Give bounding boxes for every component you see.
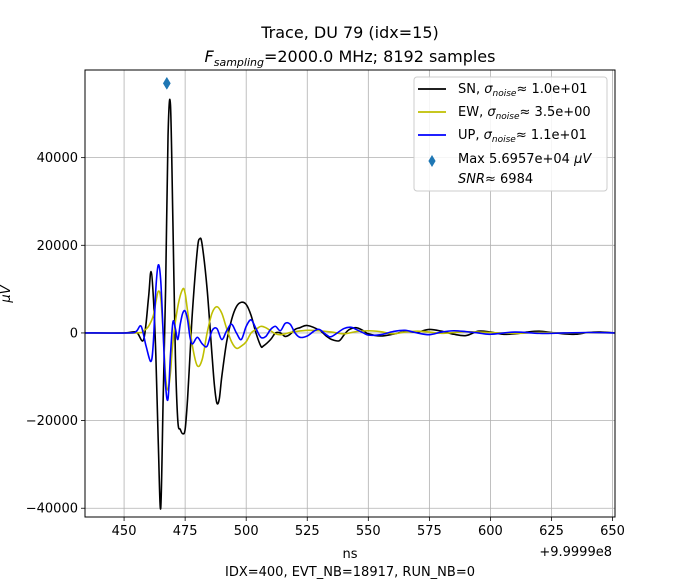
x-tick-label: 525 bbox=[295, 524, 320, 539]
max-marker bbox=[162, 76, 171, 90]
x-tick-label: 600 bbox=[478, 524, 503, 539]
legend-max-unit: μV bbox=[573, 152, 592, 167]
legend-sigma-value: ≈ 3.5e+00 bbox=[520, 105, 591, 120]
legend-label-sn: SN, σnoise≈ 1.0e+01 bbox=[458, 82, 588, 99]
legend-snr-label: SNR≈ 6984 bbox=[458, 172, 533, 187]
footer-info: IDX=400, EVT_NB=18917, RUN_NB=0 bbox=[225, 565, 475, 580]
plot-frame bbox=[84, 69, 616, 518]
legend-snr-symbol: SNR bbox=[458, 172, 485, 187]
legend-sigma-subscript: noise bbox=[496, 112, 520, 122]
y-tick-label: −20000 bbox=[26, 414, 78, 429]
legend-series-name: EW, bbox=[458, 105, 487, 120]
legend-sigma-subscript: noise bbox=[493, 89, 517, 99]
y-ticks: −40000 −20000 0 20000 40000 bbox=[26, 151, 85, 517]
legend-series-name: SN, bbox=[458, 82, 484, 97]
legend-sigma-symbol: σ bbox=[487, 105, 496, 120]
x-axis-label: ns bbox=[342, 547, 357, 562]
y-tick-label: 40000 bbox=[37, 151, 78, 166]
chart-subtitle: Fsampling=2000.0 MHz; 8192 samples bbox=[205, 47, 496, 69]
legend-max-label: Max 5.6957e+04 μV bbox=[458, 152, 592, 167]
legend-box bbox=[413, 76, 608, 192]
x-offset-label: +9.9999e8 bbox=[539, 545, 612, 560]
x-tick-label: 575 bbox=[417, 524, 442, 539]
subtitle-rest: =2000.0 MHz; 8192 samples bbox=[264, 47, 496, 66]
legend-sigma-value: ≈ 1.1e+01 bbox=[516, 128, 587, 143]
y-tick-label: 20000 bbox=[37, 239, 78, 254]
y-axis-label: μV bbox=[0, 284, 14, 303]
y-tick-label: 0 bbox=[70, 326, 78, 341]
x-tick-label: 500 bbox=[234, 524, 259, 539]
x-ticks: 450 475 500 525 550 575 600 625 650 bbox=[112, 517, 625, 539]
legend-sigma-symbol: σ bbox=[484, 128, 493, 143]
x-tick-label: 550 bbox=[356, 524, 381, 539]
series-layer bbox=[85, 98, 615, 510]
legend-max-value: Max 5.6957e+04 bbox=[458, 152, 574, 167]
series-line-up bbox=[85, 263, 615, 402]
x-tick-label: 450 bbox=[112, 524, 137, 539]
legend-label-ew: EW, σnoise≈ 3.5e+00 bbox=[458, 105, 591, 122]
x-tick-label: 650 bbox=[600, 524, 625, 539]
legend-series-name: UP, bbox=[458, 128, 484, 143]
x-tick-label: 475 bbox=[173, 524, 198, 539]
subtitle-sampling-subscript: sampling bbox=[214, 56, 264, 69]
legend-snr-value: ≈ 6984 bbox=[485, 172, 533, 187]
legend-marker-swatch bbox=[428, 155, 436, 167]
chart-title: Trace, DU 79 (idx=15) bbox=[260, 23, 439, 42]
plot-area bbox=[84, 69, 616, 518]
y-tick-label: −40000 bbox=[26, 502, 78, 517]
legend-sigma-symbol: σ bbox=[484, 82, 493, 97]
legend-sigma-subscript: noise bbox=[492, 135, 516, 145]
legend-label-up: UP, σnoise≈ 1.1e+01 bbox=[458, 128, 587, 145]
marker-layer bbox=[162, 76, 171, 90]
x-tick-label: 625 bbox=[539, 524, 564, 539]
subtitle-f-symbol: F bbox=[205, 47, 215, 66]
series-line-ew bbox=[85, 287, 615, 391]
legend-sigma-value: ≈ 1.0e+01 bbox=[516, 82, 587, 97]
